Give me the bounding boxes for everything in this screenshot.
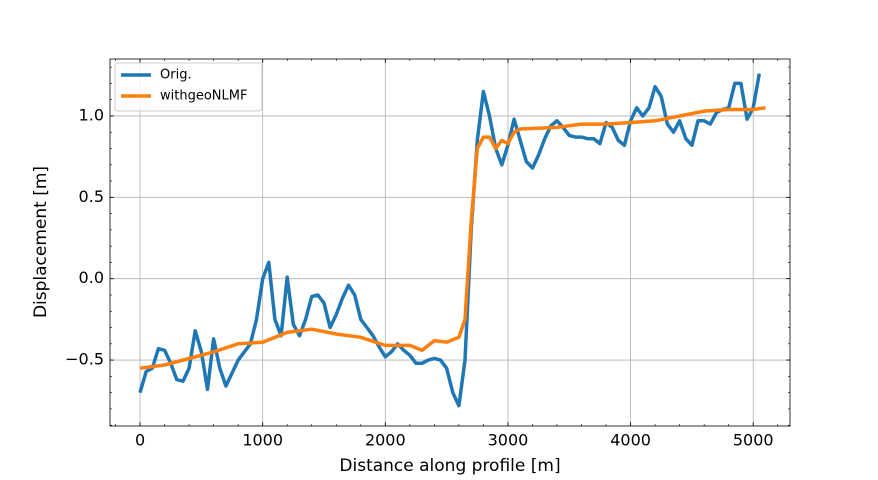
legend-label: Orig.	[160, 68, 192, 83]
legend-box	[114, 62, 263, 112]
line-series	[138, 73, 762, 408]
x-axis-label: Distance along profile [m]	[339, 456, 560, 476]
y-tick-label: 1.0	[79, 105, 104, 124]
x-tick-label: 3000	[488, 431, 529, 450]
line-series	[139, 106, 766, 370]
y-axis-label: Displacement [m]	[31, 166, 51, 318]
y-tick-label: 0.5	[79, 187, 104, 206]
plot-frame	[109, 58, 791, 427]
legend-label: withgeoNLMF	[160, 89, 247, 104]
y-tick-label: −0.5	[65, 350, 104, 369]
x-tick-label: 4000	[610, 431, 651, 450]
x-tick-label: 5000	[733, 431, 774, 450]
x-tick-label: 0	[135, 431, 145, 450]
y-tick-label: 0.0	[79, 268, 104, 287]
x-tick-label: 1000	[242, 431, 283, 450]
x-tick-label: 2000	[365, 431, 406, 450]
